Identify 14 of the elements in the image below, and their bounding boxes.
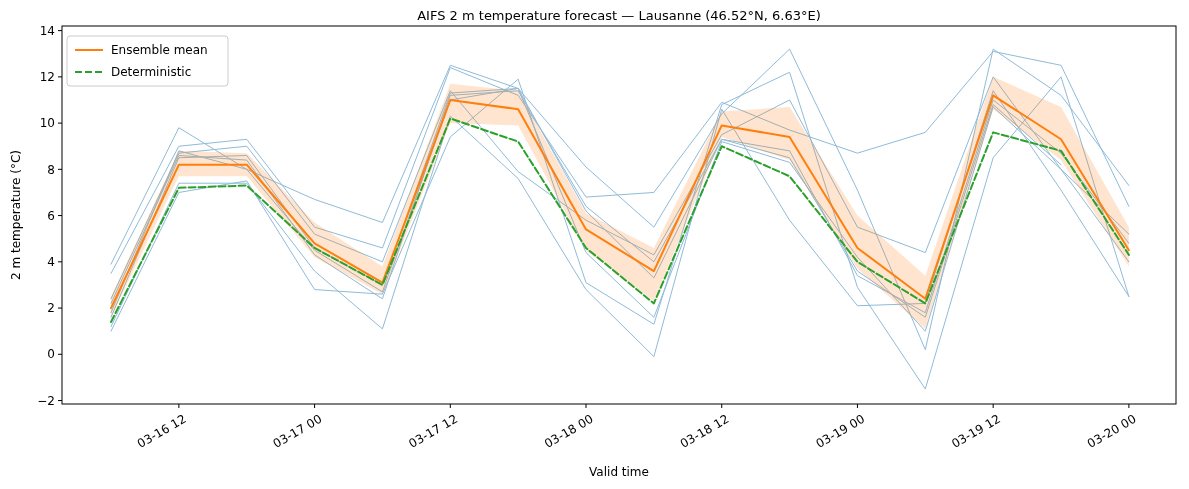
y-tick-label: 4 — [47, 255, 55, 270]
legend-label: Ensemble mean — [111, 43, 208, 58]
legend-label: Deterministic — [111, 65, 192, 80]
chart-title: AIFS 2 m temperature forecast — Lausanne (46.52°N, 6.63°E) — [417, 8, 821, 23]
y-tick-label: 12 — [39, 70, 55, 85]
x-axis-title: Valid time — [589, 465, 649, 479]
y-tick-label: 10 — [39, 116, 55, 131]
y-tick-label: 2 — [47, 301, 55, 316]
y-tick-label: 8 — [47, 162, 55, 177]
y-tick-label: 6 — [47, 208, 55, 223]
y-tick-label: 0 — [47, 347, 55, 362]
y-tick-label: −2 — [37, 393, 55, 408]
y-tick-label: 14 — [39, 23, 55, 38]
y-axis-title: 2 m temperature (°C) — [9, 150, 23, 280]
